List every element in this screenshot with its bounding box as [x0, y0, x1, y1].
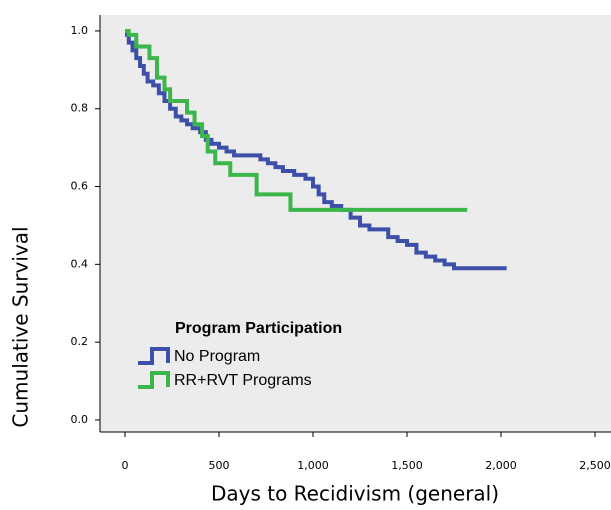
y-axis-title: Cumulative Survival — [9, 226, 33, 427]
x-tick-label: 1,500 — [391, 459, 423, 472]
x-tick-label: 500 — [209, 459, 230, 472]
x-tick-label: 2,500 — [579, 459, 611, 472]
survival-line — [125, 32, 507, 271]
plot-area — [100, 15, 611, 432]
y-tick-label: 0.6 — [71, 180, 89, 193]
legend-swatch — [138, 347, 170, 365]
y-tick-label: 0.2 — [71, 335, 89, 348]
legend-swatch — [138, 371, 170, 389]
legend-title: Program Participation — [175, 320, 342, 337]
y-tick-label: 1.0 — [71, 24, 89, 37]
x-tick-label: 0 — [122, 459, 129, 472]
y-tick-label: 0.0 — [71, 413, 89, 426]
survival-line — [125, 28, 468, 212]
legend-label: RR+RVT Programs — [174, 372, 312, 389]
y-tick-label: 0.4 — [71, 257, 89, 270]
x-tick-label: 2,000 — [485, 459, 517, 472]
legend-label: No Program — [174, 348, 260, 365]
x-axis-title: Days to Recidivism (general) — [211, 482, 499, 506]
x-tick-label: 1,000 — [297, 459, 329, 472]
y-tick-label: 0.8 — [71, 102, 89, 115]
